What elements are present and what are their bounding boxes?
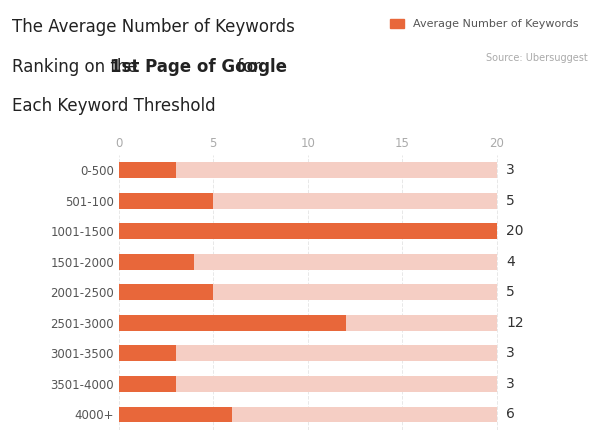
Bar xyxy=(119,284,497,300)
Bar xyxy=(119,346,175,361)
Text: Ranking on the: Ranking on the xyxy=(12,58,143,76)
Text: The Average Number of Keywords: The Average Number of Keywords xyxy=(12,18,295,36)
Bar xyxy=(119,315,497,331)
Bar xyxy=(119,223,497,239)
Bar xyxy=(119,193,213,209)
Text: 3: 3 xyxy=(506,377,515,391)
Text: 1st Page of Google: 1st Page of Google xyxy=(110,58,287,76)
Bar xyxy=(119,376,497,392)
Bar xyxy=(119,163,175,178)
Legend: Average Number of Keywords: Average Number of Keywords xyxy=(386,15,583,34)
Bar xyxy=(119,254,497,270)
Text: 4: 4 xyxy=(506,255,515,269)
Text: 5: 5 xyxy=(506,285,515,299)
Text: 3: 3 xyxy=(506,163,515,177)
Text: Source: Ubersuggest: Source: Ubersuggest xyxy=(486,53,588,63)
Text: 3: 3 xyxy=(506,346,515,361)
Bar xyxy=(119,223,497,239)
Bar xyxy=(119,163,497,178)
Text: 12: 12 xyxy=(506,316,524,330)
Bar xyxy=(119,346,497,361)
Text: for: for xyxy=(232,58,260,76)
Text: 20: 20 xyxy=(506,224,524,238)
Bar xyxy=(119,407,497,422)
Text: Each Keyword Threshold: Each Keyword Threshold xyxy=(12,97,216,116)
Bar xyxy=(119,193,497,209)
Bar xyxy=(119,315,346,331)
Bar xyxy=(119,407,232,422)
Bar xyxy=(119,376,175,392)
Bar xyxy=(119,284,213,300)
Text: 5: 5 xyxy=(506,194,515,208)
Text: 6: 6 xyxy=(506,408,515,421)
Bar xyxy=(119,254,194,270)
